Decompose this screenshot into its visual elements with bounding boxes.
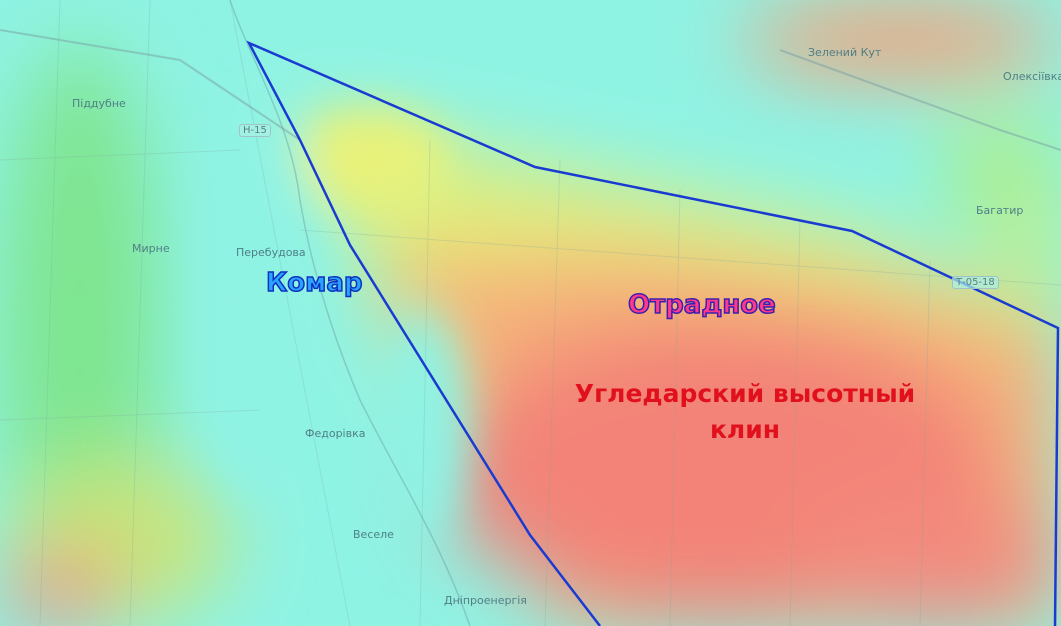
road-label-t0518: Т-05-18 — [952, 276, 999, 289]
place-piddubne: Піддубне — [72, 97, 126, 110]
place-zelenyi-kut: Зелений Кут — [808, 46, 882, 59]
road-h15 — [0, 29, 1061, 151]
road-label-h15: Н-15 — [239, 124, 271, 137]
annotation-komar: Комар — [265, 267, 363, 299]
place-vesele: Веселе — [353, 528, 394, 541]
place-oleksiivka: Олексіївка — [1003, 70, 1061, 83]
annotation-ugledar-line2: клин — [709, 415, 781, 444]
place-myrne: Мирне — [132, 242, 170, 255]
annotation-ugledar-line1: Угледарский высотный — [574, 379, 916, 408]
place-fedorivka: Федорівка — [305, 427, 366, 440]
place-bahatyr: Багатир — [976, 204, 1024, 217]
annotation-ugledar-wedge: Угледарский высотный клин — [540, 376, 950, 448]
place-dniproenerhiia: Дніпроенергія — [444, 594, 527, 607]
place-perebudova: Перебудова — [236, 246, 306, 259]
annotation-otradnoe: Отрадное — [627, 289, 776, 321]
front-outline — [246, 40, 1060, 626]
river — [229, 0, 471, 626]
